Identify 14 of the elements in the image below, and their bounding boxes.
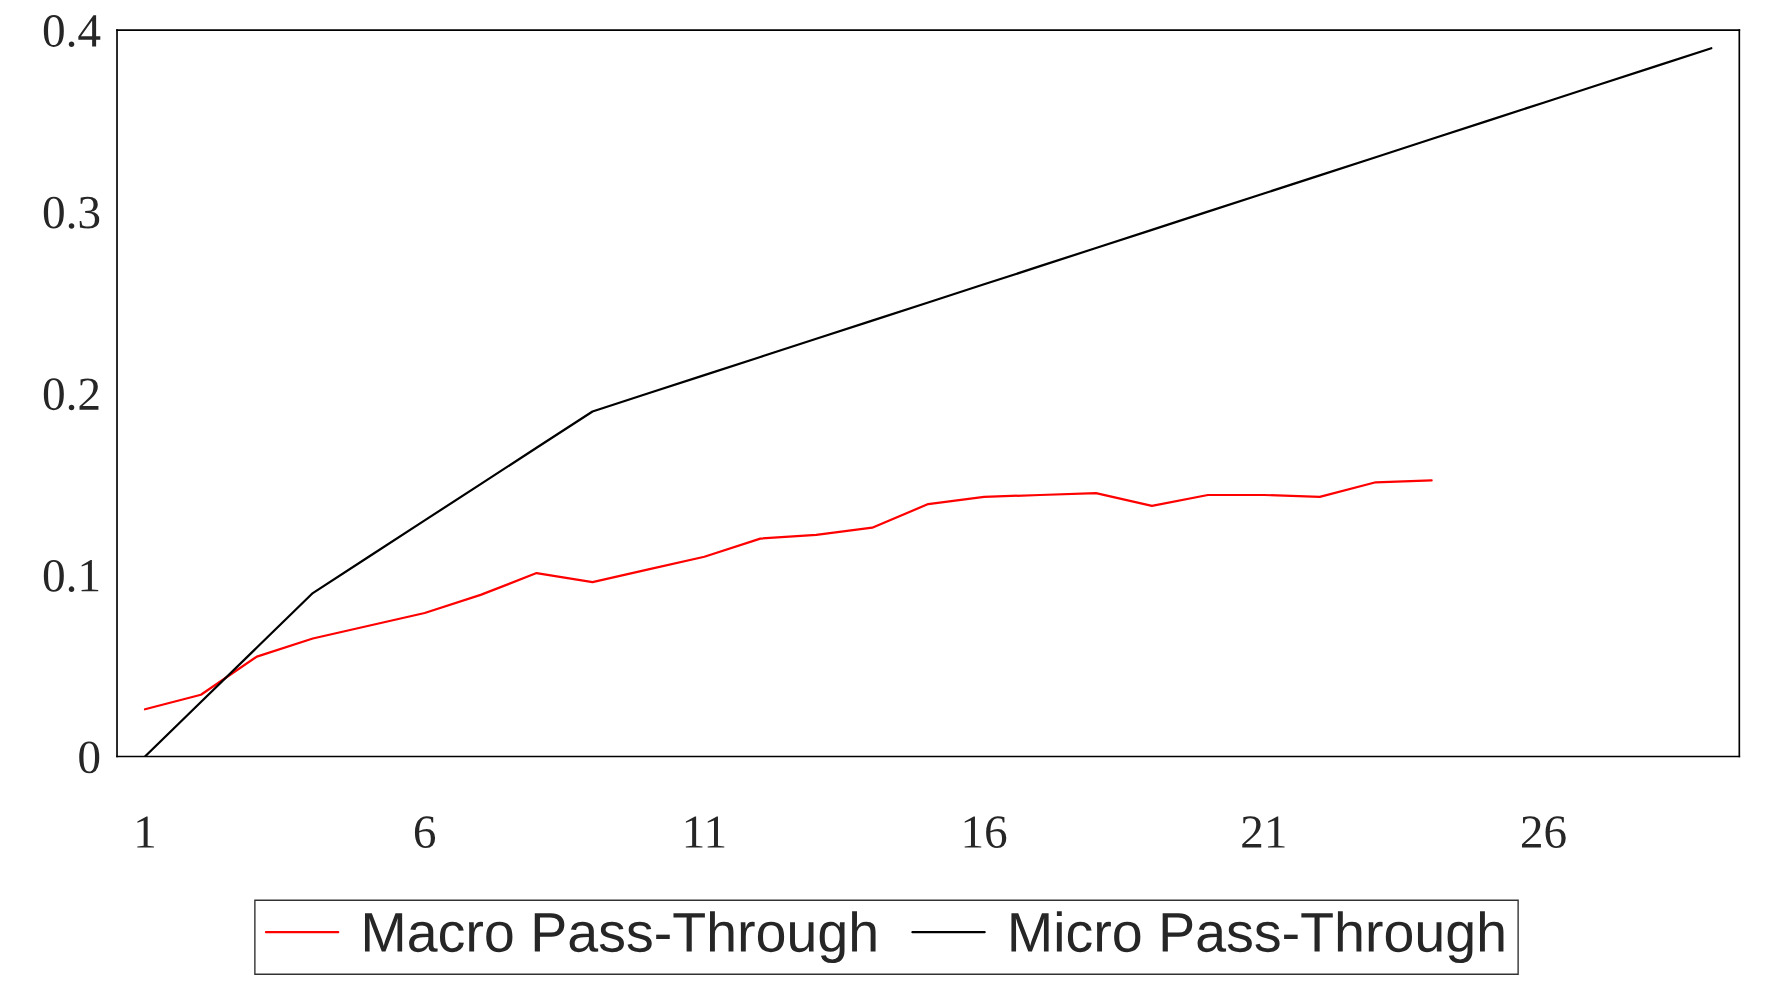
y-tick-label: 0.2	[43, 378, 99, 411]
y-tick-label: 0.4	[43, 15, 101, 48]
legend-label: Macro Pass-Through	[364, 911, 876, 964]
y-tick-label: 0	[79, 741, 100, 774]
x-tick-label: 26	[1521, 816, 1566, 849]
x-tick-label: 11	[685, 816, 725, 848]
y-tick-label: 0.3	[43, 196, 100, 229]
legend-label: Micro Pass-Through	[1011, 911, 1504, 964]
x-tick-label: 16	[964, 816, 1007, 849]
y-tick-label: 0.1	[43, 559, 99, 592]
line-series	[143, 479, 1433, 711]
x-tick-label: 1	[137, 816, 154, 848]
x-tick-label: 6	[414, 816, 436, 849]
x-tick-label: 21	[1242, 816, 1285, 848]
